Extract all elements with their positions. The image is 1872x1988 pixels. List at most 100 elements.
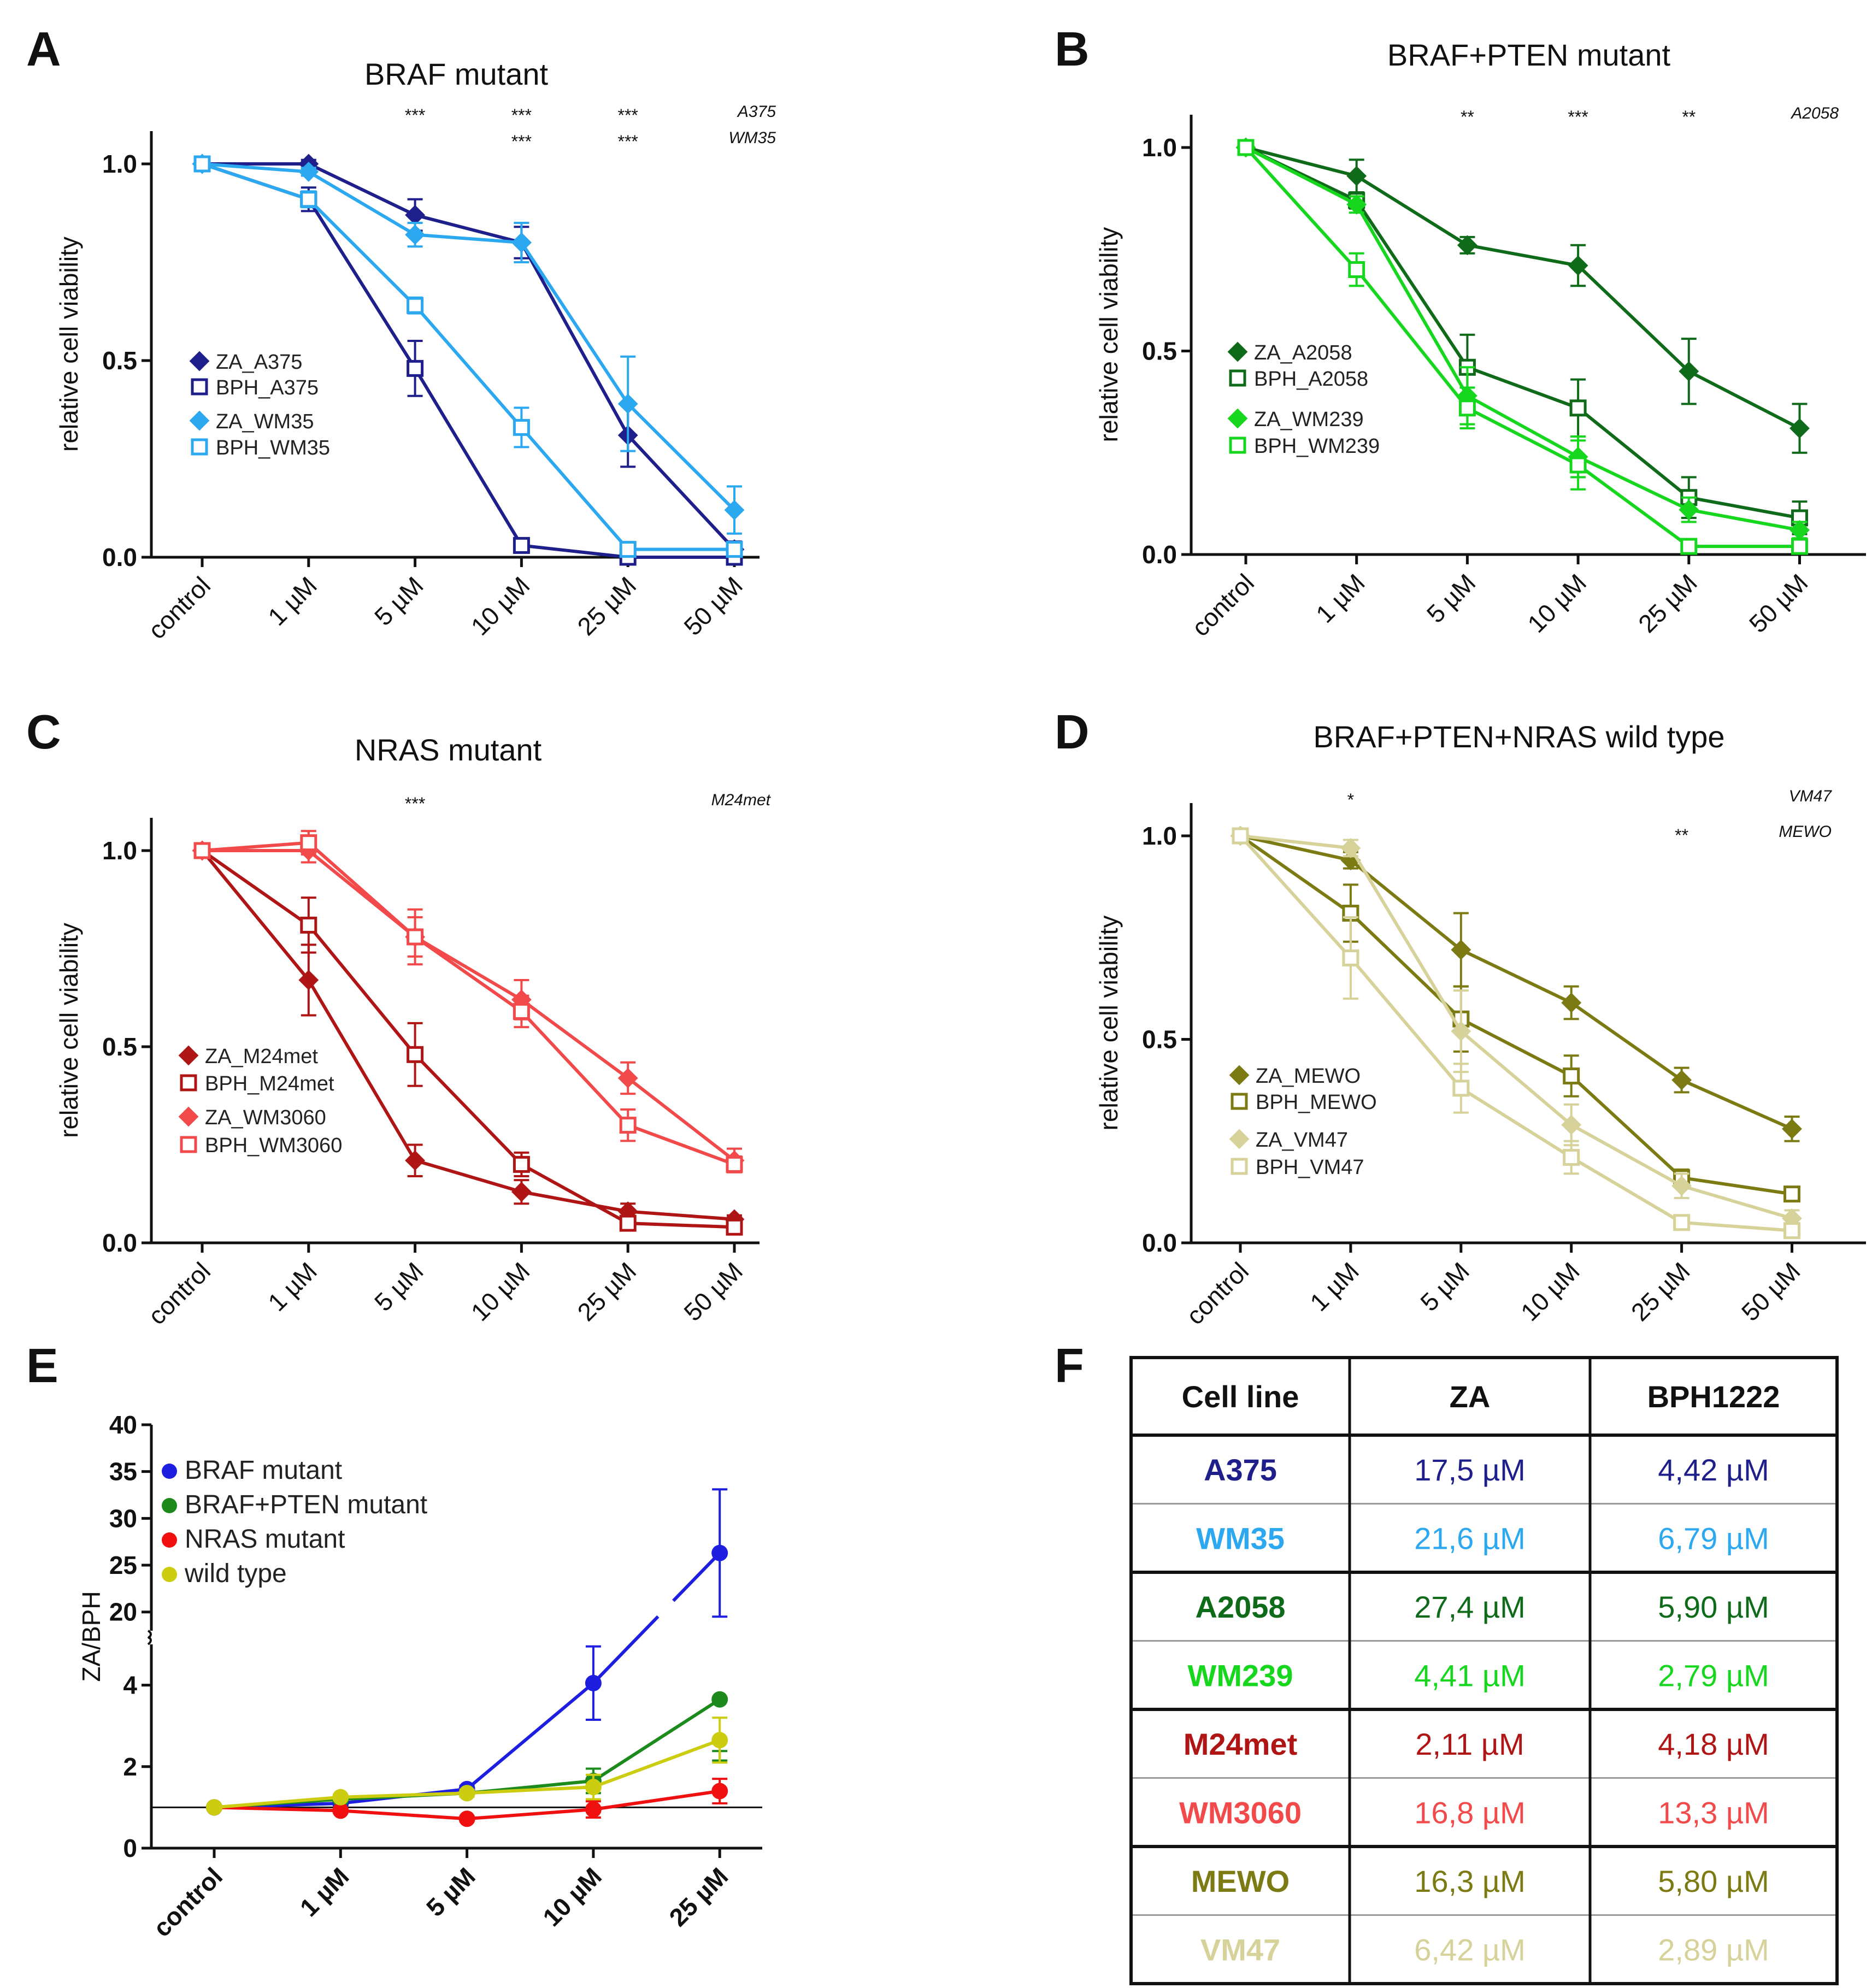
table-cell-value: 2,89 µM <box>1658 1932 1769 1967</box>
series-line-BPH_A2058 <box>1245 146 1800 520</box>
panel-letter-A: A <box>26 22 61 76</box>
x-tick-label-A: 1 µM <box>262 571 322 631</box>
series-line-segment <box>592 1552 721 1684</box>
data-point <box>513 1155 530 1173</box>
data-point <box>1342 949 1359 966</box>
series-line-BPH_WM3060 <box>202 841 735 1166</box>
table-cell-value: 17,5 µM <box>1414 1453 1525 1487</box>
chart-panel-C: NRAS mutant 0.0 0.5 1.0 relative cell viabil… <box>55 733 772 1330</box>
series-line-ZA_MEWO <box>1240 834 1793 1131</box>
x-tick-label-C: 1 µM <box>262 1256 322 1317</box>
x-tick-label-D: 25 µM <box>1626 1256 1696 1326</box>
y-tick-label-C: 0.0 <box>102 1229 137 1257</box>
table-cell-value: 5,90 µM <box>1658 1590 1769 1624</box>
y-axis-label-D: relative cell viability <box>1094 916 1123 1131</box>
y-tick-label-C: 1.0 <box>102 836 137 865</box>
legend-marker-NRAS mutant <box>162 1532 177 1548</box>
data-point <box>206 1799 222 1816</box>
legend-label-BPH_WM239: BPH_WM239 <box>1254 435 1380 458</box>
x-tick-label-D: control <box>1181 1256 1254 1330</box>
series-ZA_WM35 <box>192 154 745 535</box>
series-line-segment <box>340 1791 467 1799</box>
legend-marker-ZA_WM239 <box>1227 408 1248 429</box>
legend-marker-ZA_VM47 <box>1229 1129 1250 1149</box>
data-point <box>585 1674 602 1691</box>
series-line-segment <box>466 1682 594 1791</box>
legend-label-BPH_VM47: BPH_VM47 <box>1256 1156 1364 1179</box>
x-tick-label-D: 1 µM <box>1304 1256 1364 1317</box>
legend-marker-BPH_WM3060 <box>180 1136 197 1153</box>
legend-label-BPH_WM35: BPH_WM35 <box>216 436 330 459</box>
data-point <box>513 536 530 554</box>
significance-cell-label: VM47 <box>1789 787 1833 805</box>
x-tick-label-C: 50 µM <box>678 1256 748 1326</box>
significance-marker: ** <box>1682 107 1696 127</box>
table-border <box>1129 1356 1839 1985</box>
y-tick-label-E: 2 <box>123 1753 137 1781</box>
data-point <box>407 359 424 377</box>
legend-marker-BPH_WM35 <box>191 438 208 456</box>
x-tick-label-D: 10 µM <box>1515 1256 1585 1326</box>
data-point <box>193 155 211 173</box>
data-point <box>1679 499 1699 520</box>
data-point <box>193 842 211 859</box>
panel-letter-E: E <box>26 1338 58 1393</box>
table-cell-cell-line: WM3060 <box>1179 1795 1302 1830</box>
y-tick-label-A: 0.5 <box>102 346 137 375</box>
data-point <box>1569 399 1587 417</box>
data-point <box>1671 1176 1692 1196</box>
series-line-BPH_MEWO <box>1239 834 1792 1196</box>
data-point <box>1561 1114 1582 1135</box>
panel-letter-C: C <box>26 705 61 759</box>
panel-letter-D: D <box>1055 705 1090 759</box>
series-wild type <box>206 1716 728 1816</box>
data-point <box>513 418 530 436</box>
significance-marker: *** <box>618 105 638 125</box>
table-cell-value: 4,42 µM <box>1658 1453 1769 1487</box>
legend-marker-BPH_A375 <box>191 378 208 396</box>
data-point <box>405 1150 426 1171</box>
significance-marker: *** <box>405 105 425 125</box>
series-line-segment <box>340 1809 467 1821</box>
data-point <box>1458 399 1476 417</box>
table-cell-value: 16,3 µM <box>1414 1864 1525 1898</box>
x-tick-label-C: 5 µM <box>369 1256 429 1317</box>
series-line-BPH_WM35 <box>202 162 734 551</box>
x-tick-label-A: 25 µM <box>572 571 641 641</box>
x-tick-label-B: 10 µM <box>1522 568 1592 638</box>
table-cell-value: 16,8 µM <box>1414 1795 1525 1830</box>
series-BPH_WM35 <box>193 155 743 558</box>
legend-marker-BPH_MEWO <box>1231 1093 1248 1110</box>
data-point <box>1791 538 1808 555</box>
data-point <box>1237 139 1255 156</box>
data-point <box>1452 1079 1470 1097</box>
legend-marker-BPH_A2058 <box>1229 369 1246 387</box>
data-point <box>711 1732 728 1749</box>
x-tick-label-B: 1 µM <box>1310 568 1370 628</box>
data-point <box>1561 993 1582 1013</box>
y-tick-label-E: 4 <box>123 1671 137 1700</box>
data-point <box>1569 456 1587 474</box>
significance-marker: * <box>1347 790 1354 810</box>
y-tick-label-B: 0.0 <box>1142 540 1177 569</box>
legend-marker-BPH_VM47 <box>1231 1158 1248 1175</box>
table-header-cell: BPH1222 <box>1647 1379 1780 1414</box>
legend-label-BPH_A375: BPH_A375 <box>216 376 319 399</box>
significance-marker: *** <box>511 105 532 125</box>
y-tick-label-D: 1.0 <box>1142 822 1177 850</box>
axis-break-mark-E <box>147 1636 152 1645</box>
data-point <box>619 1214 637 1232</box>
significance-cell-label: A2058 <box>1790 104 1839 122</box>
series-BPH_VM47 <box>1232 827 1800 1240</box>
table-cell-cell-line: WM35 <box>1196 1521 1285 1555</box>
data-point <box>711 1544 728 1561</box>
x-tick-label-C: 10 µM <box>466 1256 535 1326</box>
series-line-ZA_WM239 <box>1245 146 1800 532</box>
legend-marker-ZA_WM3060 <box>178 1106 199 1127</box>
x-tick-label-B: control <box>1186 568 1259 641</box>
data-point <box>298 970 319 990</box>
legend-marker-ZA_A375 <box>189 351 210 371</box>
data-point <box>1671 1070 1692 1090</box>
data-point <box>458 1785 475 1802</box>
